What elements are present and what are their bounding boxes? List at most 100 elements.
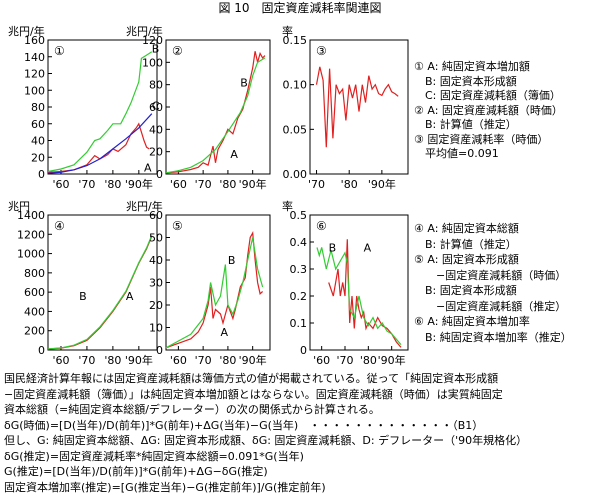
note-line: 国民経済計算年報には固定資産減耗額は簿価方式の値が掲載されている。従って「純固定… <box>4 372 499 385</box>
y-tick-label: 80 <box>31 101 45 114</box>
x-tick-label: '80 <box>360 354 377 367</box>
series-line-6-B <box>316 247 402 345</box>
plot-frame-6 <box>309 214 409 351</box>
x-tick-label: '70 <box>336 354 353 367</box>
y-tick-label: 140 <box>24 51 45 64</box>
y-tick-label: 800 <box>24 267 45 280</box>
x-tick-label: '80 <box>219 178 236 191</box>
panel-label: ⑤ <box>172 219 183 233</box>
series-label: B <box>79 290 87 303</box>
y-tick-label: 100 <box>24 84 45 97</box>
series-line-6-A <box>328 239 402 348</box>
y-tick-label: 0.05 <box>283 123 308 136</box>
panel-label: ④ <box>54 219 65 233</box>
y-tick-label: 0.10 <box>283 79 308 92</box>
y-tick-label: 0.5 <box>290 209 308 222</box>
legend-bottom-item: B: 計算値（推定） <box>414 237 517 251</box>
x-tick-label: '60 <box>52 354 69 367</box>
series-line-4-B <box>47 235 153 350</box>
legend-top-item: 平均値=0.091 <box>414 147 499 160</box>
y-tick-label: 60 <box>31 118 45 131</box>
note-line: G(推定)=[D(当年)/D(前年)]*G(前年)+ΔG−δG(推定) <box>4 465 268 478</box>
panel-label: ③ <box>316 44 327 58</box>
series-line-3-rate <box>315 66 399 148</box>
legend-bottom-item: −固定資産減耗額（推定） <box>414 299 567 313</box>
note-line: −固定資産減耗額（簿価）」は純固定資本増加額とはならない。固定資産減耗額（時価）… <box>4 387 503 401</box>
series-label: A <box>144 161 152 174</box>
series-label: B <box>240 76 248 89</box>
x-tick-label: '80 <box>104 178 121 191</box>
legend-top-item: B: 計算値（推定） <box>414 118 517 131</box>
y-tick-label: 0.1 <box>290 317 308 330</box>
plot-frame-4 <box>47 214 158 351</box>
y-tick-label: 0.3 <box>290 263 308 276</box>
x-tick-label: '90年 <box>368 177 396 191</box>
y-tick-label: 200 <box>24 325 45 338</box>
y-tick-label: 0 <box>300 344 307 357</box>
plot-frame-5 <box>165 214 271 351</box>
figure-title: 図 10 固定資産減耗率関連図 <box>218 1 382 15</box>
legend-bottom-item: ④ A: 純固定資本総額 <box>414 222 519 235</box>
y-tick-label: 60 <box>149 101 163 114</box>
y-tick-label: 20 <box>149 299 163 312</box>
x-tick-label: '70 <box>195 178 212 191</box>
y-axis-label: 率 <box>282 24 293 38</box>
y-tick-label: 0.00 <box>283 168 308 181</box>
series-label: A <box>230 148 238 161</box>
x-tick-label: '70 <box>78 354 95 367</box>
y-tick-label: 100 <box>142 56 163 69</box>
y-axis-label: 兆円/年 <box>126 199 163 213</box>
series-label: A <box>126 290 134 303</box>
y-tick-label: 160 <box>24 34 45 47</box>
x-tick-label: '90年 <box>125 353 153 367</box>
plot-frame-3 <box>309 39 409 175</box>
y-tick-label: 0.2 <box>290 290 308 303</box>
panel-label: ① <box>54 44 65 58</box>
y-tick-label: 40 <box>149 123 163 136</box>
panel-label: ② <box>172 44 183 58</box>
series-label: B <box>228 254 236 267</box>
legend-top-item: ② A: 固定資産減耗額（時価） <box>414 103 563 117</box>
x-tick-label: '60 <box>170 354 187 367</box>
series-label: A <box>220 326 228 339</box>
y-axis-label: 兆円/年 <box>8 24 45 38</box>
x-tick-label: '90年 <box>378 353 406 367</box>
series-label: A <box>364 241 372 254</box>
note-line: δG(時価)=[D(当年)/D(前年)]*G(前年)+ΔG(当年)−G(当年) … <box>4 418 484 432</box>
legend-bottom-item: B: 純固定資本増加率（推定） <box>414 330 572 344</box>
y-axis-label: 率 <box>282 199 293 213</box>
series-line-1-C <box>47 113 153 174</box>
y-tick-label: 1200 <box>17 228 45 241</box>
x-tick-label: '60 <box>52 178 69 191</box>
series-line-2-A <box>165 51 266 174</box>
legend-top-item: B: 固定資本形成額 <box>414 74 517 88</box>
x-tick-label: '60 <box>170 178 187 191</box>
y-tick-label: 120 <box>142 34 163 47</box>
y-tick-label: 0 <box>156 344 163 357</box>
legend-bottom-item: ⑤ A: 固定資本形成額 <box>414 253 519 266</box>
y-axis-label: 兆円/年 <box>126 24 163 38</box>
x-tick-label: '80 <box>219 354 236 367</box>
y-axis-label: 兆円 <box>8 200 30 213</box>
y-tick-label: 0 <box>156 168 163 181</box>
series-line-5-B <box>165 237 264 349</box>
series-line-2-B <box>165 57 266 174</box>
note-line: 但し、G: 純固定資本総額、ΔG: 固定資本形成額、δG: 固定資産減耗額、D:… <box>4 434 528 447</box>
x-tick-label: '70 <box>195 354 212 367</box>
note-line: 資本総額（=純固定資本総額/デフレーター）の次の関係式から計算される。 <box>4 403 380 416</box>
y-tick-label: 120 <box>24 68 45 81</box>
y-tick-label: 80 <box>149 79 163 92</box>
y-tick-label: 40 <box>31 135 45 148</box>
y-tick-label: 0 <box>38 168 45 181</box>
note-line: δG(推定)=固定資産減耗率*純固定資本総額=0.091*G(当年) <box>4 449 304 463</box>
x-tick-label: '90年 <box>125 177 153 191</box>
y-tick-label: 1400 <box>17 209 45 222</box>
series-label: C <box>152 99 160 112</box>
legend-top-item: ① A: 純固定資本増加額 <box>414 60 530 73</box>
series-line-1-A <box>47 122 150 173</box>
x-tick-label: '80 <box>104 354 121 367</box>
x-tick-label: '90年 <box>239 353 267 367</box>
y-tick-label: 20 <box>149 146 163 159</box>
y-tick-label: 0 <box>38 344 45 357</box>
y-tick-label: 40 <box>149 254 163 267</box>
